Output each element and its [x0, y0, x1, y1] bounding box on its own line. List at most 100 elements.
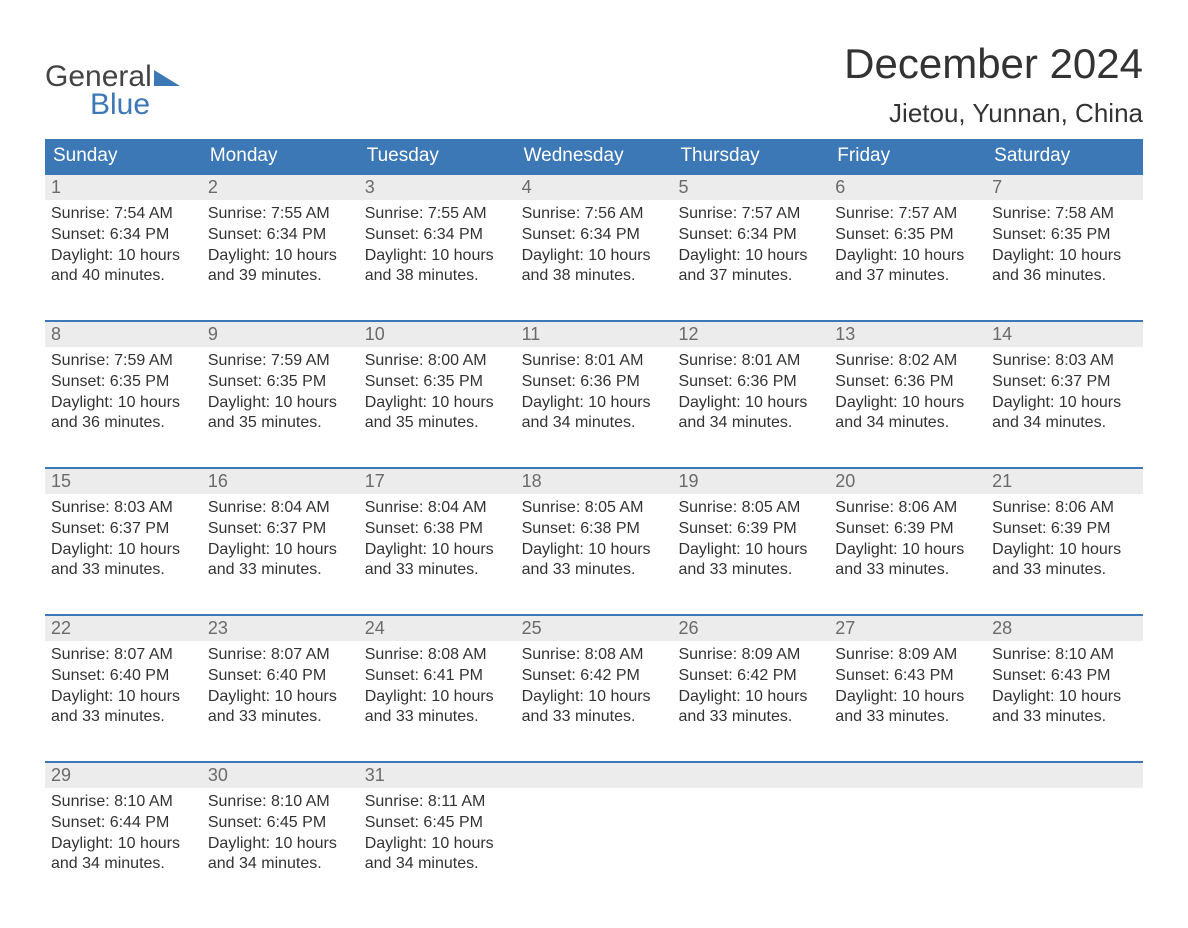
- day-info: Sunrise: 8:06 AMSunset: 6:39 PMDaylight:…: [986, 494, 1143, 590]
- day-number: 5: [672, 175, 829, 200]
- sunset-text: Sunset: 6:43 PM: [992, 666, 1137, 687]
- logo-flag-icon: [154, 60, 180, 94]
- daylight-line2: and 34 minutes.: [208, 854, 353, 875]
- sunset-text: Sunset: 6:36 PM: [522, 372, 667, 393]
- day-number: [986, 763, 1143, 788]
- sunset-text: Sunset: 6:34 PM: [365, 225, 510, 246]
- daylight-line1: Daylight: 10 hours: [678, 246, 823, 267]
- daylight-line2: and 36 minutes.: [992, 266, 1137, 287]
- day-info: Sunrise: 8:08 AMSunset: 6:41 PMDaylight:…: [359, 641, 516, 737]
- day-number: 16: [202, 469, 359, 494]
- week-block: 15161718192021Sunrise: 8:03 AMSunset: 6:…: [45, 467, 1143, 590]
- sunrise-text: Sunrise: 8:04 AM: [365, 498, 510, 519]
- daylight-line1: Daylight: 10 hours: [51, 540, 196, 561]
- logo: General Blue: [45, 40, 180, 122]
- day-number: 24: [359, 616, 516, 641]
- sunrise-text: Sunrise: 8:10 AM: [51, 792, 196, 813]
- daylight-line1: Daylight: 10 hours: [365, 687, 510, 708]
- day-number: 20: [829, 469, 986, 494]
- daylight-line2: and 33 minutes.: [522, 560, 667, 581]
- title-block: December 2024 Jietou, Yunnan, China: [844, 40, 1143, 129]
- daylight-line1: Daylight: 10 hours: [208, 246, 353, 267]
- calendar-header-row: Sunday Monday Tuesday Wednesday Thursday…: [45, 139, 1143, 173]
- day-number-row: 22232425262728: [45, 614, 1143, 641]
- daylight-line2: and 37 minutes.: [835, 266, 980, 287]
- day-number: 31: [359, 763, 516, 788]
- day-number: [672, 763, 829, 788]
- day-number: 23: [202, 616, 359, 641]
- day-number-row: 15161718192021: [45, 467, 1143, 494]
- sunrise-text: Sunrise: 7:57 AM: [835, 204, 980, 225]
- sunset-text: Sunset: 6:43 PM: [835, 666, 980, 687]
- day-info: Sunrise: 8:01 AMSunset: 6:36 PMDaylight:…: [516, 347, 673, 443]
- day-number: 14: [986, 322, 1143, 347]
- day-info-row: Sunrise: 7:54 AMSunset: 6:34 PMDaylight:…: [45, 200, 1143, 296]
- sunset-text: Sunset: 6:35 PM: [51, 372, 196, 393]
- day-info: Sunrise: 7:57 AMSunset: 6:35 PMDaylight:…: [829, 200, 986, 296]
- day-header-sunday: Sunday: [45, 139, 202, 173]
- daylight-line2: and 33 minutes.: [365, 707, 510, 728]
- week-block: 891011121314Sunrise: 7:59 AMSunset: 6:35…: [45, 320, 1143, 443]
- daylight-line2: and 33 minutes.: [678, 707, 823, 728]
- daylight-line1: Daylight: 10 hours: [992, 687, 1137, 708]
- daylight-line2: and 34 minutes.: [522, 413, 667, 434]
- day-number: 4: [516, 175, 673, 200]
- day-info: Sunrise: 8:03 AMSunset: 6:37 PMDaylight:…: [986, 347, 1143, 443]
- sunset-text: Sunset: 6:38 PM: [522, 519, 667, 540]
- day-info: Sunrise: 7:55 AMSunset: 6:34 PMDaylight:…: [359, 200, 516, 296]
- sunrise-text: Sunrise: 8:08 AM: [522, 645, 667, 666]
- sunset-text: Sunset: 6:42 PM: [522, 666, 667, 687]
- daylight-line2: and 40 minutes.: [51, 266, 196, 287]
- daylight-line1: Daylight: 10 hours: [678, 687, 823, 708]
- day-info: Sunrise: 8:03 AMSunset: 6:37 PMDaylight:…: [45, 494, 202, 590]
- sunrise-text: Sunrise: 8:03 AM: [992, 351, 1137, 372]
- daylight-line1: Daylight: 10 hours: [835, 540, 980, 561]
- day-info: Sunrise: 8:10 AMSunset: 6:43 PMDaylight:…: [986, 641, 1143, 737]
- sunset-text: Sunset: 6:35 PM: [365, 372, 510, 393]
- weeks-container: 1234567Sunrise: 7:54 AMSunset: 6:34 PMDa…: [45, 173, 1143, 884]
- daylight-line1: Daylight: 10 hours: [522, 687, 667, 708]
- daylight-line2: and 35 minutes.: [365, 413, 510, 434]
- daylight-line1: Daylight: 10 hours: [678, 393, 823, 414]
- sunrise-text: Sunrise: 8:09 AM: [835, 645, 980, 666]
- day-info: Sunrise: 7:58 AMSunset: 6:35 PMDaylight:…: [986, 200, 1143, 296]
- daylight-line2: and 33 minutes.: [522, 707, 667, 728]
- sunset-text: Sunset: 6:39 PM: [835, 519, 980, 540]
- sunset-text: Sunset: 6:35 PM: [992, 225, 1137, 246]
- day-number: [516, 763, 673, 788]
- sunrise-text: Sunrise: 7:55 AM: [208, 204, 353, 225]
- daylight-line2: and 35 minutes.: [208, 413, 353, 434]
- sunrise-text: Sunrise: 7:59 AM: [51, 351, 196, 372]
- daylight-line2: and 38 minutes.: [365, 266, 510, 287]
- day-info: Sunrise: 7:54 AMSunset: 6:34 PMDaylight:…: [45, 200, 202, 296]
- daylight-line1: Daylight: 10 hours: [992, 540, 1137, 561]
- day-header-wednesday: Wednesday: [516, 139, 673, 173]
- daylight-line2: and 33 minutes.: [51, 560, 196, 581]
- day-number: 6: [829, 175, 986, 200]
- day-info-row: Sunrise: 8:07 AMSunset: 6:40 PMDaylight:…: [45, 641, 1143, 737]
- day-number: 11: [516, 322, 673, 347]
- day-number: 1: [45, 175, 202, 200]
- daylight-line1: Daylight: 10 hours: [365, 834, 510, 855]
- daylight-line1: Daylight: 10 hours: [365, 393, 510, 414]
- sunrise-text: Sunrise: 7:58 AM: [992, 204, 1137, 225]
- daylight-line2: and 33 minutes.: [992, 707, 1137, 728]
- sunset-text: Sunset: 6:37 PM: [208, 519, 353, 540]
- day-number: 17: [359, 469, 516, 494]
- daylight-line2: and 33 minutes.: [835, 707, 980, 728]
- sunrise-text: Sunrise: 8:04 AM: [208, 498, 353, 519]
- daylight-line1: Daylight: 10 hours: [208, 834, 353, 855]
- day-info: Sunrise: 8:05 AMSunset: 6:38 PMDaylight:…: [516, 494, 673, 590]
- sunset-text: Sunset: 6:41 PM: [365, 666, 510, 687]
- daylight-line1: Daylight: 10 hours: [522, 540, 667, 561]
- daylight-line2: and 34 minutes.: [992, 413, 1137, 434]
- day-number: 9: [202, 322, 359, 347]
- day-number: 8: [45, 322, 202, 347]
- location-label: Jietou, Yunnan, China: [844, 98, 1143, 129]
- day-info: Sunrise: 7:56 AMSunset: 6:34 PMDaylight:…: [516, 200, 673, 296]
- daylight-line2: and 34 minutes.: [835, 413, 980, 434]
- daylight-line1: Daylight: 10 hours: [835, 246, 980, 267]
- sunrise-text: Sunrise: 8:06 AM: [835, 498, 980, 519]
- sunset-text: Sunset: 6:35 PM: [835, 225, 980, 246]
- day-info-row: Sunrise: 8:10 AMSunset: 6:44 PMDaylight:…: [45, 788, 1143, 884]
